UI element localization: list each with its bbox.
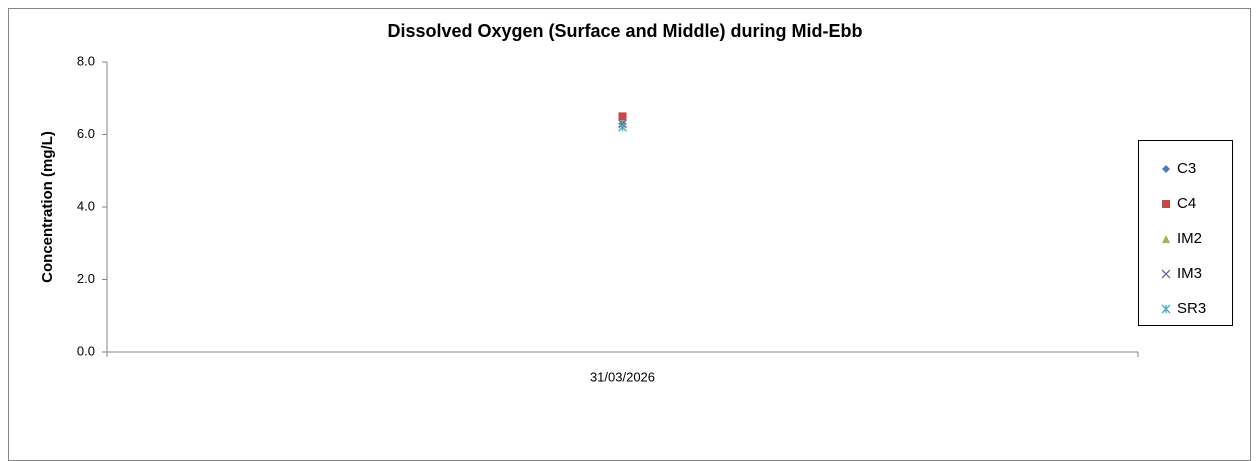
data-point [618,112,627,121]
y-axis-title: Concentration (mg/L) [39,131,56,283]
data-point [618,122,627,132]
chart-title: Dissolved Oxygen (Surface and Middle) du… [387,21,862,41]
legend-marker [1161,304,1171,314]
legend-label: IM3 [1177,265,1202,282]
y-tick-label: 6.0 [77,126,95,141]
legend-marker [1162,235,1170,243]
x-tick-label: 31/03/2026 [590,369,655,384]
y-tick-label: 4.0 [77,198,95,213]
legend-label: C4 [1177,195,1196,212]
legend-label: SR3 [1177,300,1206,317]
legend-label: C3 [1177,160,1196,177]
y-tick-label: 2.0 [77,271,95,286]
chart-border [8,8,1251,461]
legend-marker [1162,165,1170,173]
legend-marker [1161,269,1171,279]
y-tick-label: 8.0 [77,53,95,68]
legend-marker [1162,200,1170,208]
legend-box [1138,140,1233,326]
legend-label: IM2 [1177,230,1202,247]
y-tick-label: 0.0 [77,343,95,358]
